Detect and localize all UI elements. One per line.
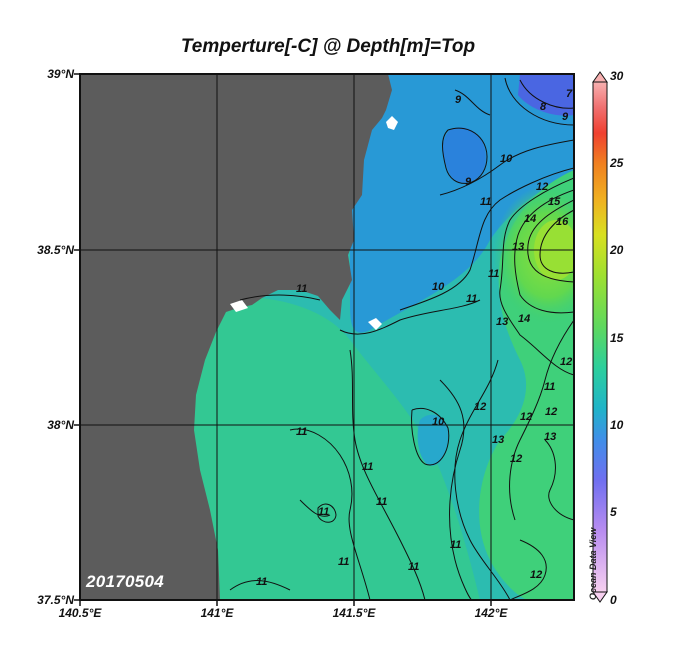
contour-label: 13 — [512, 241, 524, 253]
contour-label: 14 — [518, 313, 530, 325]
colorbar-label: 20 — [610, 243, 624, 257]
contour-label: 10 — [432, 281, 445, 293]
warm-core — [493, 185, 574, 325]
contour-label: 15 — [548, 196, 561, 208]
contour-label: 11 — [450, 539, 461, 551]
contour-label: 10 — [432, 416, 445, 428]
contour-label: 11 — [338, 556, 349, 568]
contour-label: 12 — [520, 411, 532, 423]
ocean-cool-north — [350, 74, 574, 333]
contour-label: 11 — [318, 506, 329, 518]
colorbar-label: 30 — [610, 69, 624, 83]
coast-speck — [368, 318, 382, 330]
land-mass — [80, 74, 392, 600]
colorbar-label: 0 — [610, 593, 617, 607]
lat-label: 38°N — [47, 418, 74, 432]
contour-label: 11 — [362, 461, 373, 473]
contour-label-group: 7 8 9 9 9 10 10 10 11 11 11 11 11 11 11 … — [256, 88, 573, 588]
contour-label: 12 — [530, 569, 542, 581]
contour-label: 11 — [376, 496, 387, 508]
contour-label: 9 — [455, 94, 462, 106]
colorbar-label: 15 — [610, 331, 624, 345]
contour-label: 11 — [408, 561, 419, 573]
graticule — [80, 74, 574, 600]
lon-label: 140.5°E — [58, 606, 102, 620]
contour-label: 12 — [536, 181, 548, 193]
contour-label: 7 — [566, 88, 573, 100]
contour-label: 12 — [474, 401, 486, 413]
contour-label: 12 — [510, 453, 522, 465]
contour-label: 11 — [296, 283, 307, 295]
lat-label: 37.5°N — [37, 593, 74, 607]
map-frame — [79, 73, 575, 601]
contour-label: 12 — [545, 406, 557, 418]
contour-label: 13 — [492, 434, 504, 446]
contour-label: 11 — [488, 268, 499, 280]
contour-label: 11 — [466, 293, 477, 305]
contour-label: 12 — [560, 356, 572, 368]
colorbar-label: 25 — [610, 156, 624, 170]
contour-label: 8 — [540, 101, 547, 113]
contour-label: 9 — [465, 176, 472, 188]
lat-label: 39°N — [47, 67, 74, 81]
axis-ticks — [74, 73, 492, 606]
lat-label: 38.5°N — [37, 243, 74, 257]
lon-label: 141.5°E — [332, 606, 376, 620]
odv-watermark: Ocean Data View — [588, 527, 598, 600]
ocean-cool-mid — [417, 414, 449, 466]
lon-label: 142°E — [474, 606, 508, 620]
contour-label: 10 — [500, 153, 513, 165]
coast-speck — [230, 300, 248, 312]
contour-label: 13 — [544, 431, 556, 443]
contour-label: 14 — [524, 213, 536, 225]
contour-lines — [229, 77, 574, 600]
ocean-cold-core — [443, 127, 486, 183]
colorbar-label: 10 — [610, 418, 624, 432]
contour-label: 11 — [480, 196, 491, 208]
colorbar-label: 5 — [610, 505, 617, 519]
lon-label: 141°E — [200, 606, 234, 620]
contour-label: 13 — [496, 316, 508, 328]
contour-label: 11 — [296, 426, 307, 438]
colorbar — [592, 71, 608, 603]
contour-label: 11 — [544, 381, 555, 393]
contour-label: 9 — [562, 111, 569, 123]
coast-speck — [386, 116, 398, 130]
contour-label: 11 — [256, 576, 267, 588]
map-title: Temperture[-C] @ Depth[m]=Top — [180, 36, 476, 57]
ocean-coldest-ne — [518, 74, 574, 116]
date-stamp: 20170504 — [86, 572, 165, 591]
contour-label: 16 — [556, 216, 569, 228]
